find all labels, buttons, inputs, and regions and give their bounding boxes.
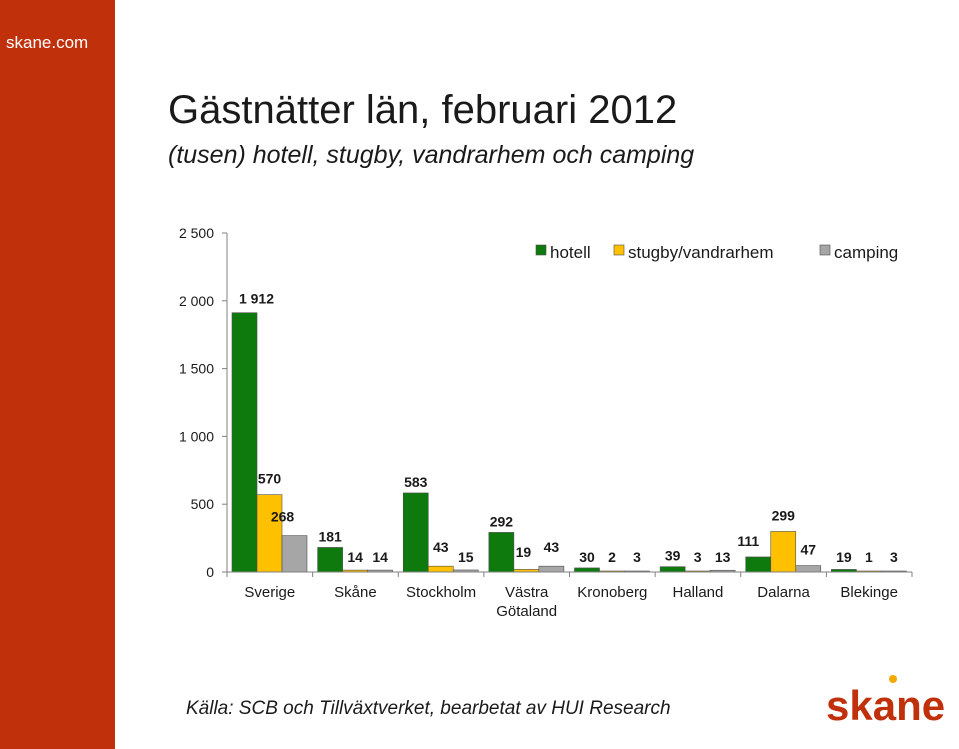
y-tick-label: 1 000 [179,428,214,444]
page-title: Gästnätter län, februari 2012 [168,88,678,132]
data-label: 30 [579,549,595,565]
data-label: 13 [715,549,731,565]
data-label: 111 [737,533,759,549]
legend-label: hotell [550,243,591,262]
data-label: 1 912 [239,291,274,307]
data-label: 292 [490,513,514,529]
bar-hotell [574,567,600,573]
bar-hotell [745,556,772,573]
y-tick-label: 0 [206,564,214,580]
y-tick-label: 2 000 [179,293,214,309]
site-name: skane.com [6,33,89,52]
bar-hotell [488,532,515,573]
category-label: Halland [673,584,724,601]
category-label: Skåne [334,584,377,601]
data-label: 3 [694,549,702,565]
bar-hotell [659,566,686,573]
data-label: 3 [890,549,898,565]
logo-wordmark: skane [826,682,945,726]
data-label: 3 [633,549,641,565]
data-label: 15 [458,549,474,565]
legend-swatch [535,244,547,256]
bar-stugby-vandrarhem [427,565,454,573]
page-subtitle: (tusen) hotell, stugby, vandrarhem och c… [168,141,695,169]
data-label: 583 [404,474,428,490]
category-label: Stockholm [406,584,476,601]
y-tick-label: 1 500 [179,361,214,377]
data-label: 43 [433,539,449,555]
data-label: 47 [800,542,816,558]
bar-stugby-vandrarhem [256,494,283,573]
bar-hotell [402,492,429,573]
value-labels: 1 912 181 583 292 30 39 111 19 570 14 43 19 2 3 299 1 26… [239,291,898,565]
data-label: 570 [258,471,282,487]
bar-hotell [231,312,258,573]
category-label: Kronoberg [577,584,647,601]
x-axis: Sverige Skåne Stockholm Västra Götaland Krono… [226,571,913,620]
category-label: Västra [505,584,549,601]
y-tick-label: 500 [191,496,215,512]
bar-stugby-vandrarhem [770,531,797,573]
data-label: 14 [347,549,363,565]
bar-camping [538,565,565,573]
data-label: 299 [772,507,796,523]
source-note: Källa: SCB och Tillväxtverket, bearbetat… [186,698,671,719]
data-label: 2 [608,549,616,565]
bar-camping [281,535,308,573]
category-label: Sverige [244,584,295,601]
data-label: 1 [865,549,873,565]
data-label: 268 [271,509,295,525]
data-label: 19 [516,544,532,560]
brand-sidebar: skane.com [0,0,115,749]
bar-camping [795,565,822,573]
data-label: 19 [836,549,852,565]
data-label: 14 [372,549,388,565]
legend: hotell stugby/vandrarhem camping [535,243,898,262]
data-label: 43 [544,539,560,555]
category-label: Götaland [496,603,557,620]
category-label: Dalarna [757,584,810,601]
y-tick-label: 2 500 [179,225,214,241]
legend-label: camping [834,243,898,262]
legend-label: stugby/vandrarhem [628,243,774,262]
bar-hotell [317,547,343,573]
legend-swatch [819,244,831,256]
y-axis: 0 500 1 000 1 500 2 000 2 500 [179,225,228,580]
skane-logo: skane [824,672,956,731]
category-label: Blekinge [840,584,898,601]
data-label: 181 [318,528,342,544]
legend-swatch [613,244,625,256]
data-label: 39 [665,548,681,564]
